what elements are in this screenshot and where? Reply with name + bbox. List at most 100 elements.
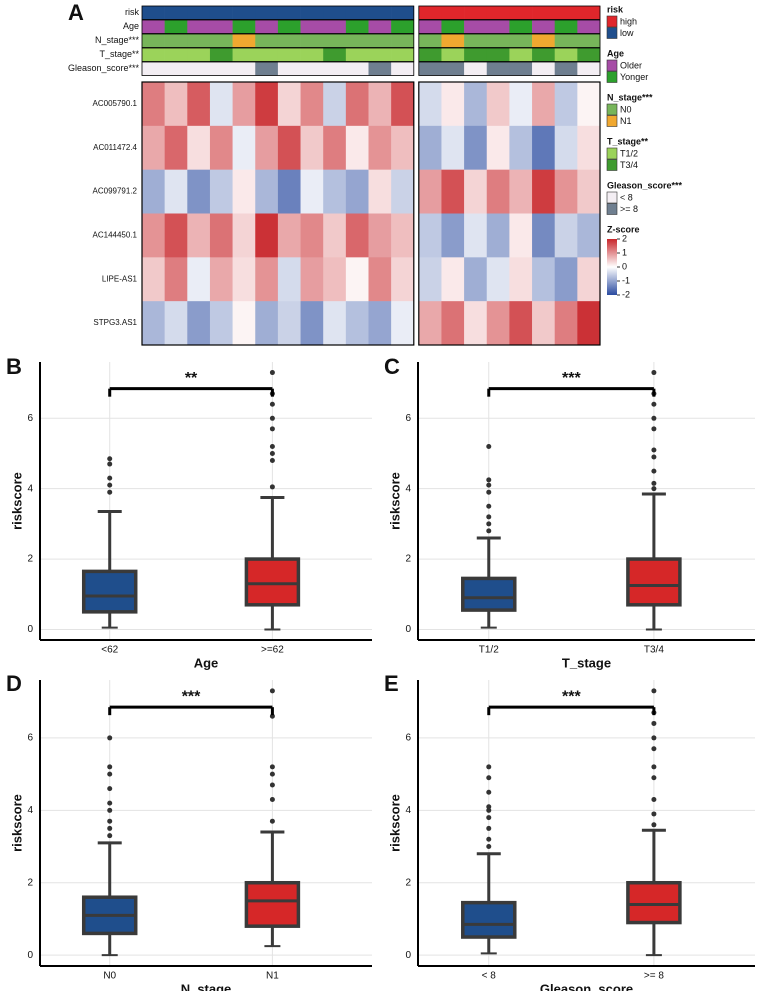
x-tick-label: <62	[101, 645, 118, 656]
track-cell	[554, 34, 578, 48]
outlier	[651, 735, 657, 741]
heat-cell	[509, 82, 533, 127]
legend-label: N1	[620, 116, 632, 126]
track-frame	[418, 61, 601, 76]
outlier	[651, 480, 657, 486]
heat-cell	[164, 257, 188, 302]
track-label: T_stage**	[99, 49, 139, 59]
track-cell	[464, 20, 488, 34]
heat-cell	[323, 257, 347, 302]
outlier	[486, 825, 492, 831]
outlier	[651, 811, 657, 817]
track-cell	[509, 20, 533, 34]
outlier	[651, 370, 657, 376]
heat-cell	[577, 169, 601, 214]
row-label: STPG3.AS1	[93, 318, 137, 327]
outlier	[269, 782, 275, 788]
heat-cell	[368, 257, 392, 302]
outlier	[651, 415, 657, 421]
legend-label: T3/4	[620, 160, 638, 170]
heat-cell	[509, 257, 533, 302]
heat-cell	[164, 169, 188, 214]
colorbar	[607, 239, 617, 295]
outlier	[269, 818, 275, 824]
track-cell	[232, 62, 256, 76]
outlier	[107, 786, 113, 792]
track-cell	[464, 48, 488, 62]
heat-cell	[255, 169, 279, 214]
heat-cell	[232, 82, 256, 127]
track-cell	[345, 20, 369, 34]
outlier	[107, 475, 113, 481]
heat-cell	[577, 213, 601, 258]
heat-cell	[509, 301, 533, 346]
significance-label: ***	[562, 688, 581, 705]
outlier	[269, 401, 275, 407]
outlier	[486, 477, 492, 483]
y-axis-label: riskscore	[387, 472, 402, 530]
row-label: AC099791.2	[93, 187, 138, 196]
outlier	[651, 468, 657, 474]
outlier	[107, 825, 113, 831]
track-label: N_stage***	[95, 35, 140, 45]
outlier	[651, 688, 657, 694]
heat-cell	[577, 301, 601, 346]
legend-swatch	[606, 147, 618, 160]
track-cell	[323, 34, 347, 48]
track-cell	[345, 62, 369, 76]
legend-swatch	[606, 15, 618, 28]
legend-label: Older	[620, 60, 642, 70]
heat-cell	[391, 169, 415, 214]
outlier	[486, 775, 492, 781]
track-frame	[141, 19, 415, 34]
heat-cell	[209, 169, 233, 214]
heat-cell	[368, 82, 392, 127]
outlier	[486, 482, 492, 488]
significance-label: ***	[562, 370, 581, 387]
colorbar-tick-label: 2	[622, 233, 627, 243]
legend-label: T1/2	[620, 148, 638, 158]
outlier	[651, 764, 657, 770]
track-label: Age	[123, 21, 139, 31]
x-tick-label: N1	[266, 971, 279, 982]
colorbar-tick-label: -2	[622, 289, 630, 299]
outlier	[269, 426, 275, 432]
outlier	[486, 804, 492, 810]
track-cell	[486, 34, 510, 48]
heat-cell	[187, 301, 211, 346]
heat-cell	[300, 301, 324, 346]
outlier	[269, 688, 275, 694]
legend-label: N0	[620, 104, 632, 114]
track-frame	[418, 47, 601, 62]
track-cell	[532, 62, 555, 76]
heat-cell	[142, 301, 165, 346]
panel-letter: D	[6, 671, 22, 696]
heat-cell	[164, 213, 188, 258]
heat-cell	[486, 213, 510, 258]
legend-label: Yonger	[620, 72, 648, 82]
heat-cell	[345, 257, 369, 302]
track-cell	[441, 34, 465, 48]
x-tick-label: T1/2	[479, 645, 499, 656]
heat-cell	[300, 125, 324, 170]
heat-cell	[464, 125, 488, 170]
row-label: AC011472.4	[93, 143, 137, 152]
heat-cell	[300, 169, 324, 214]
track-frame	[141, 61, 415, 76]
track-cell	[577, 62, 601, 76]
heat-cell	[532, 301, 555, 346]
track-cell	[164, 62, 188, 76]
track-cell	[232, 48, 256, 62]
track-cell	[509, 62, 533, 76]
heat-cell	[532, 125, 555, 170]
outlier	[107, 807, 113, 813]
track-cell	[577, 48, 601, 62]
outlier	[651, 486, 657, 492]
legend-swatch	[606, 191, 618, 204]
track-cell	[187, 48, 211, 62]
outlier	[486, 503, 492, 509]
heat-cell	[323, 213, 347, 258]
track-cell	[255, 34, 279, 48]
heat-cell	[187, 169, 211, 214]
